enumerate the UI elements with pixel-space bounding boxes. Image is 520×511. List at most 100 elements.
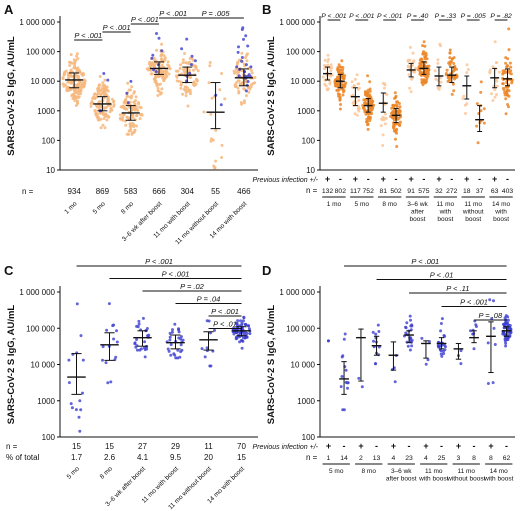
infection-sign: - xyxy=(395,174,398,184)
data-point xyxy=(482,107,486,111)
data-point xyxy=(243,99,246,103)
n-prefix: n = xyxy=(22,187,34,196)
data-point xyxy=(406,59,410,63)
data-point xyxy=(77,74,80,78)
data-point xyxy=(220,72,224,75)
data-point xyxy=(126,101,130,105)
data-point xyxy=(103,106,107,110)
data-point xyxy=(503,91,507,95)
data-point xyxy=(392,124,396,128)
data-point xyxy=(82,85,86,89)
data-point xyxy=(250,71,254,75)
data-point xyxy=(131,116,135,120)
group-label: 11 mo with boost xyxy=(437,201,455,223)
data-point xyxy=(153,76,157,80)
p-value: P < .001 xyxy=(411,257,439,266)
data-point xyxy=(488,71,492,75)
data-point xyxy=(103,126,107,130)
data-point xyxy=(68,60,71,64)
data-point xyxy=(507,27,511,31)
p-value: P < .01 xyxy=(213,320,237,329)
n-prefix: n = xyxy=(6,442,18,451)
y-tick-label: 1 000 000 xyxy=(19,288,55,297)
data-point xyxy=(159,82,162,86)
data-point xyxy=(127,88,131,92)
data-point xyxy=(420,64,424,68)
data-point xyxy=(333,84,337,88)
data-point xyxy=(155,48,159,52)
data-point xyxy=(98,89,102,93)
data-point xyxy=(187,75,191,79)
n-value: 4 xyxy=(424,455,428,462)
n-value: 1 xyxy=(327,455,331,462)
data-point xyxy=(241,339,245,343)
data-point xyxy=(191,58,195,62)
data-point xyxy=(464,112,467,115)
data-point xyxy=(67,381,71,385)
data-point xyxy=(66,72,70,75)
data-point xyxy=(356,82,360,86)
data-point xyxy=(143,355,147,359)
data-point xyxy=(130,85,134,89)
data-point xyxy=(160,91,163,95)
infection-label: Previous infection +/- xyxy=(252,444,318,451)
data-point xyxy=(74,408,78,412)
data-point xyxy=(121,118,125,122)
data-point xyxy=(472,347,476,351)
data-point xyxy=(392,105,395,109)
y-tick-label: 10 xyxy=(306,166,315,175)
infection-sign: + xyxy=(381,174,386,184)
data-point xyxy=(99,93,103,97)
x-tick-label: 8 mo xyxy=(120,200,135,215)
data-point xyxy=(439,80,443,84)
data-point xyxy=(350,80,354,84)
data-point xyxy=(186,104,190,108)
data-point xyxy=(97,105,101,109)
data-point xyxy=(213,328,216,332)
data-point xyxy=(479,80,483,84)
data-point xyxy=(466,68,470,71)
data-point xyxy=(102,117,106,121)
data-point xyxy=(169,353,173,357)
data-point xyxy=(213,166,217,170)
data-point xyxy=(321,75,325,79)
data-point xyxy=(459,362,463,366)
infection-sign: + xyxy=(391,441,396,451)
data-point xyxy=(160,42,164,46)
data-point xyxy=(76,92,80,96)
data-point xyxy=(147,333,151,337)
data-point xyxy=(423,81,427,85)
data-point xyxy=(112,99,116,103)
y-tick-label: 100 000 xyxy=(286,324,315,333)
data-point xyxy=(240,59,244,63)
data-point xyxy=(241,319,245,323)
data-point xyxy=(503,93,507,97)
infection-sign: + xyxy=(492,174,497,184)
data-point xyxy=(339,103,342,106)
data-point xyxy=(109,380,113,384)
pct-value: 4.1 xyxy=(137,453,149,462)
data-point xyxy=(155,32,158,35)
data-point xyxy=(247,90,251,94)
data-point xyxy=(181,58,185,62)
data-point xyxy=(236,50,240,54)
data-point xyxy=(505,93,509,97)
data-point xyxy=(106,381,110,385)
n-value: 91 xyxy=(407,188,415,195)
data-point xyxy=(105,118,109,122)
y-tick-label: 1000 xyxy=(297,107,315,116)
group-label: 11 mo without boost xyxy=(446,468,485,483)
y-axis-label: SARS-CoV-2 S IgG, AU/mL xyxy=(266,36,277,156)
data-point xyxy=(338,97,342,100)
n-value: 272 xyxy=(446,188,458,195)
y-tick-label: 10 000 xyxy=(31,77,56,86)
data-point xyxy=(179,343,183,347)
data-point xyxy=(81,73,85,77)
data-point xyxy=(69,53,73,57)
data-point xyxy=(247,324,250,328)
p-value: P = .33 xyxy=(435,13,457,20)
n-value: 4 xyxy=(392,455,396,462)
data-point xyxy=(242,332,246,336)
data-point xyxy=(112,337,116,341)
data-point xyxy=(182,70,186,74)
